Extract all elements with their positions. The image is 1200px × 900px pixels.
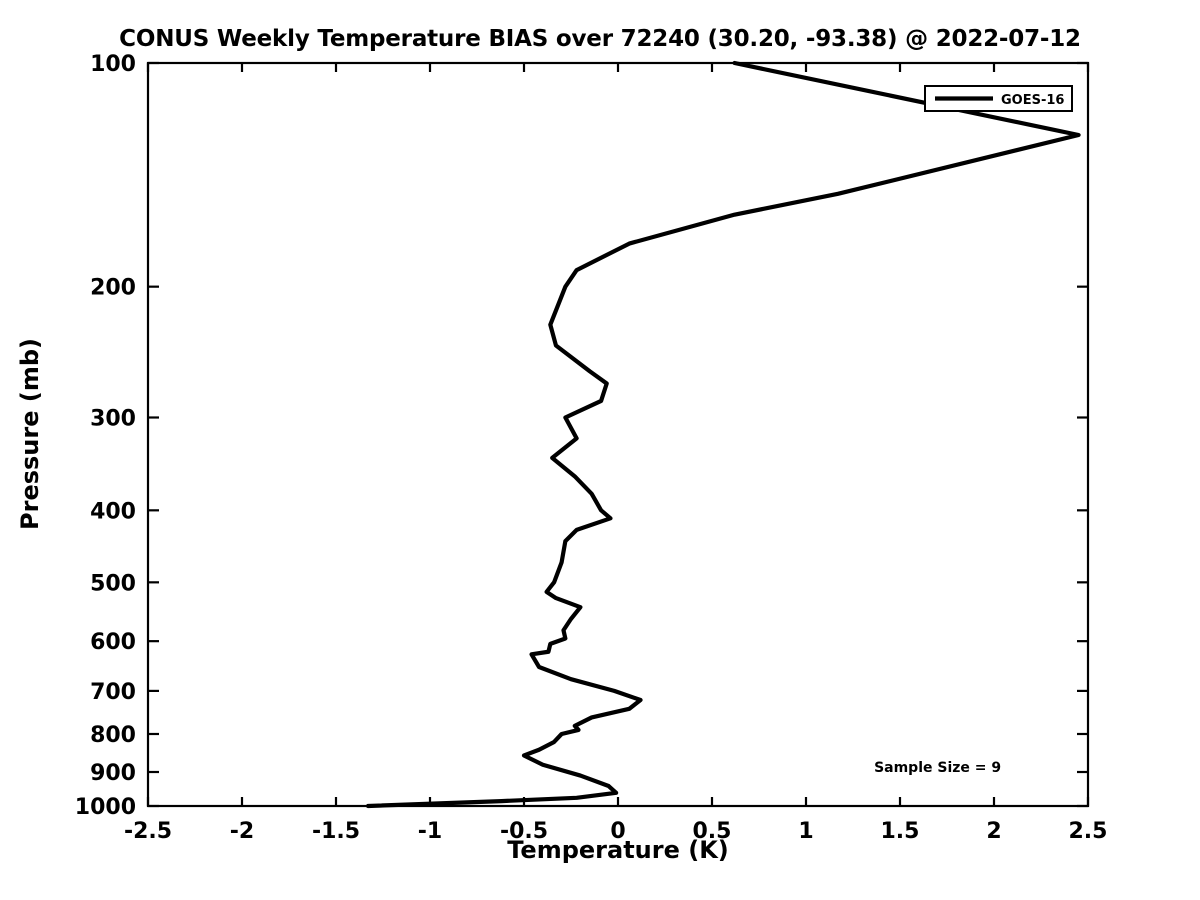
x-tick-label: 0.5 [693, 819, 732, 844]
y-tick-label: 300 [90, 407, 136, 432]
chart-annotations: Sample Size = 9 [874, 760, 1001, 776]
series-line-goes-16 [365, 60, 1081, 809]
x-axis-tick-labels: -2.5 -2 -1.5 -1 -0.5 0 0.5 1 1.5 2 2.5 [124, 819, 1108, 844]
y-tick-label: 100 [90, 52, 136, 77]
axis-spines [146, 61, 1090, 808]
y-tick-label: 900 [90, 761, 136, 786]
x-tick-label: -2 [230, 819, 254, 844]
y-axis-ticks [148, 61, 1088, 808]
x-tick-label: 2.5 [1069, 819, 1108, 844]
y-tick-label: 200 [90, 276, 136, 301]
y-tick-label: 500 [90, 571, 136, 596]
x-tick-label: 0 [610, 819, 625, 844]
x-axis-title: Temperature (K) [507, 836, 729, 864]
y-tick-label: 600 [90, 630, 136, 655]
legend[interactable]: GOES-16 [924, 85, 1073, 112]
y-axis-tick-labels: 100 200 300 400 500 600 700 800 900 1000 [75, 52, 136, 820]
plot-frame [146, 61, 1090, 808]
x-tick-label: -2.5 [124, 819, 172, 844]
x-tick-label: -1.5 [312, 819, 360, 844]
y-tick-label: 400 [90, 499, 136, 524]
y-tick-label: 800 [90, 723, 136, 748]
y-tick-label: 700 [90, 680, 136, 705]
x-tick-label: 2 [986, 819, 1001, 844]
data-series-group [365, 60, 1081, 809]
y-axis-title: Pressure (mb) [16, 338, 44, 530]
page-title: CONUS Weekly Temperature BIAS over 72240… [119, 26, 1081, 52]
x-axis-ticks [146, 63, 1090, 806]
x-tick-label: -0.5 [500, 819, 548, 844]
y-tick-label: 1000 [75, 795, 136, 820]
x-tick-label: 1 [798, 819, 813, 844]
x-tick-label: -1 [418, 819, 442, 844]
annotation-sample-size: Sample Size = 9 [874, 760, 1001, 776]
legend-label-goes-16: GOES-16 [1001, 93, 1064, 108]
x-tick-label: 1.5 [881, 819, 920, 844]
